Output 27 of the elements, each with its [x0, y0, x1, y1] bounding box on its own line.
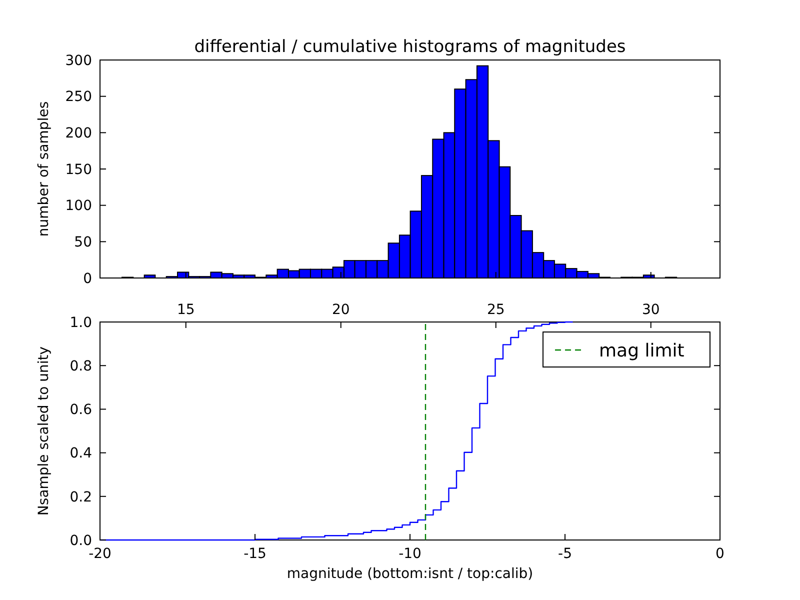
- y-tick-label: 150: [65, 162, 92, 178]
- y-axis-title: Nsample scaled to unity: [36, 346, 52, 516]
- x-tick-label: -20: [88, 546, 112, 562]
- y-tick-label: 0.0: [70, 532, 92, 549]
- x-tick-label: -15: [244, 546, 266, 562]
- chart-title: differential / cumulative histograms of magnitudes: [194, 37, 626, 57]
- x-axis-title: magnitude (bottom:isnt / top:calib): [286, 566, 534, 582]
- y-tick-label: 0.2: [70, 489, 92, 506]
- y-tick-label: 50: [74, 234, 92, 251]
- y-tick-label: 250: [65, 89, 92, 106]
- y-tick-label: 100: [65, 198, 92, 214]
- y-tick-label: 1.0: [70, 314, 92, 331]
- legend-label: mag limit: [599, 340, 684, 362]
- y-tick-label: 0.6: [70, 402, 92, 418]
- y-tick-label: 0: [83, 270, 92, 287]
- x-tick-label: -5: [558, 546, 572, 562]
- x2-tick-label: 30: [642, 302, 660, 318]
- x2-tick-label: 25: [486, 302, 505, 318]
- x2-tick-label: 15: [176, 302, 195, 318]
- y-axis-title: number of samples: [36, 101, 52, 237]
- x2-tick-label: 20: [332, 302, 350, 318]
- x-tick-label: 0: [716, 546, 724, 562]
- x-tick-label: -10: [398, 546, 422, 562]
- y-tick-label: 0.4: [70, 446, 92, 462]
- y-tick-label: 300: [65, 52, 92, 69]
- y-tick-label: 0.8: [70, 358, 92, 374]
- y-tick-label: 200: [65, 126, 92, 142]
